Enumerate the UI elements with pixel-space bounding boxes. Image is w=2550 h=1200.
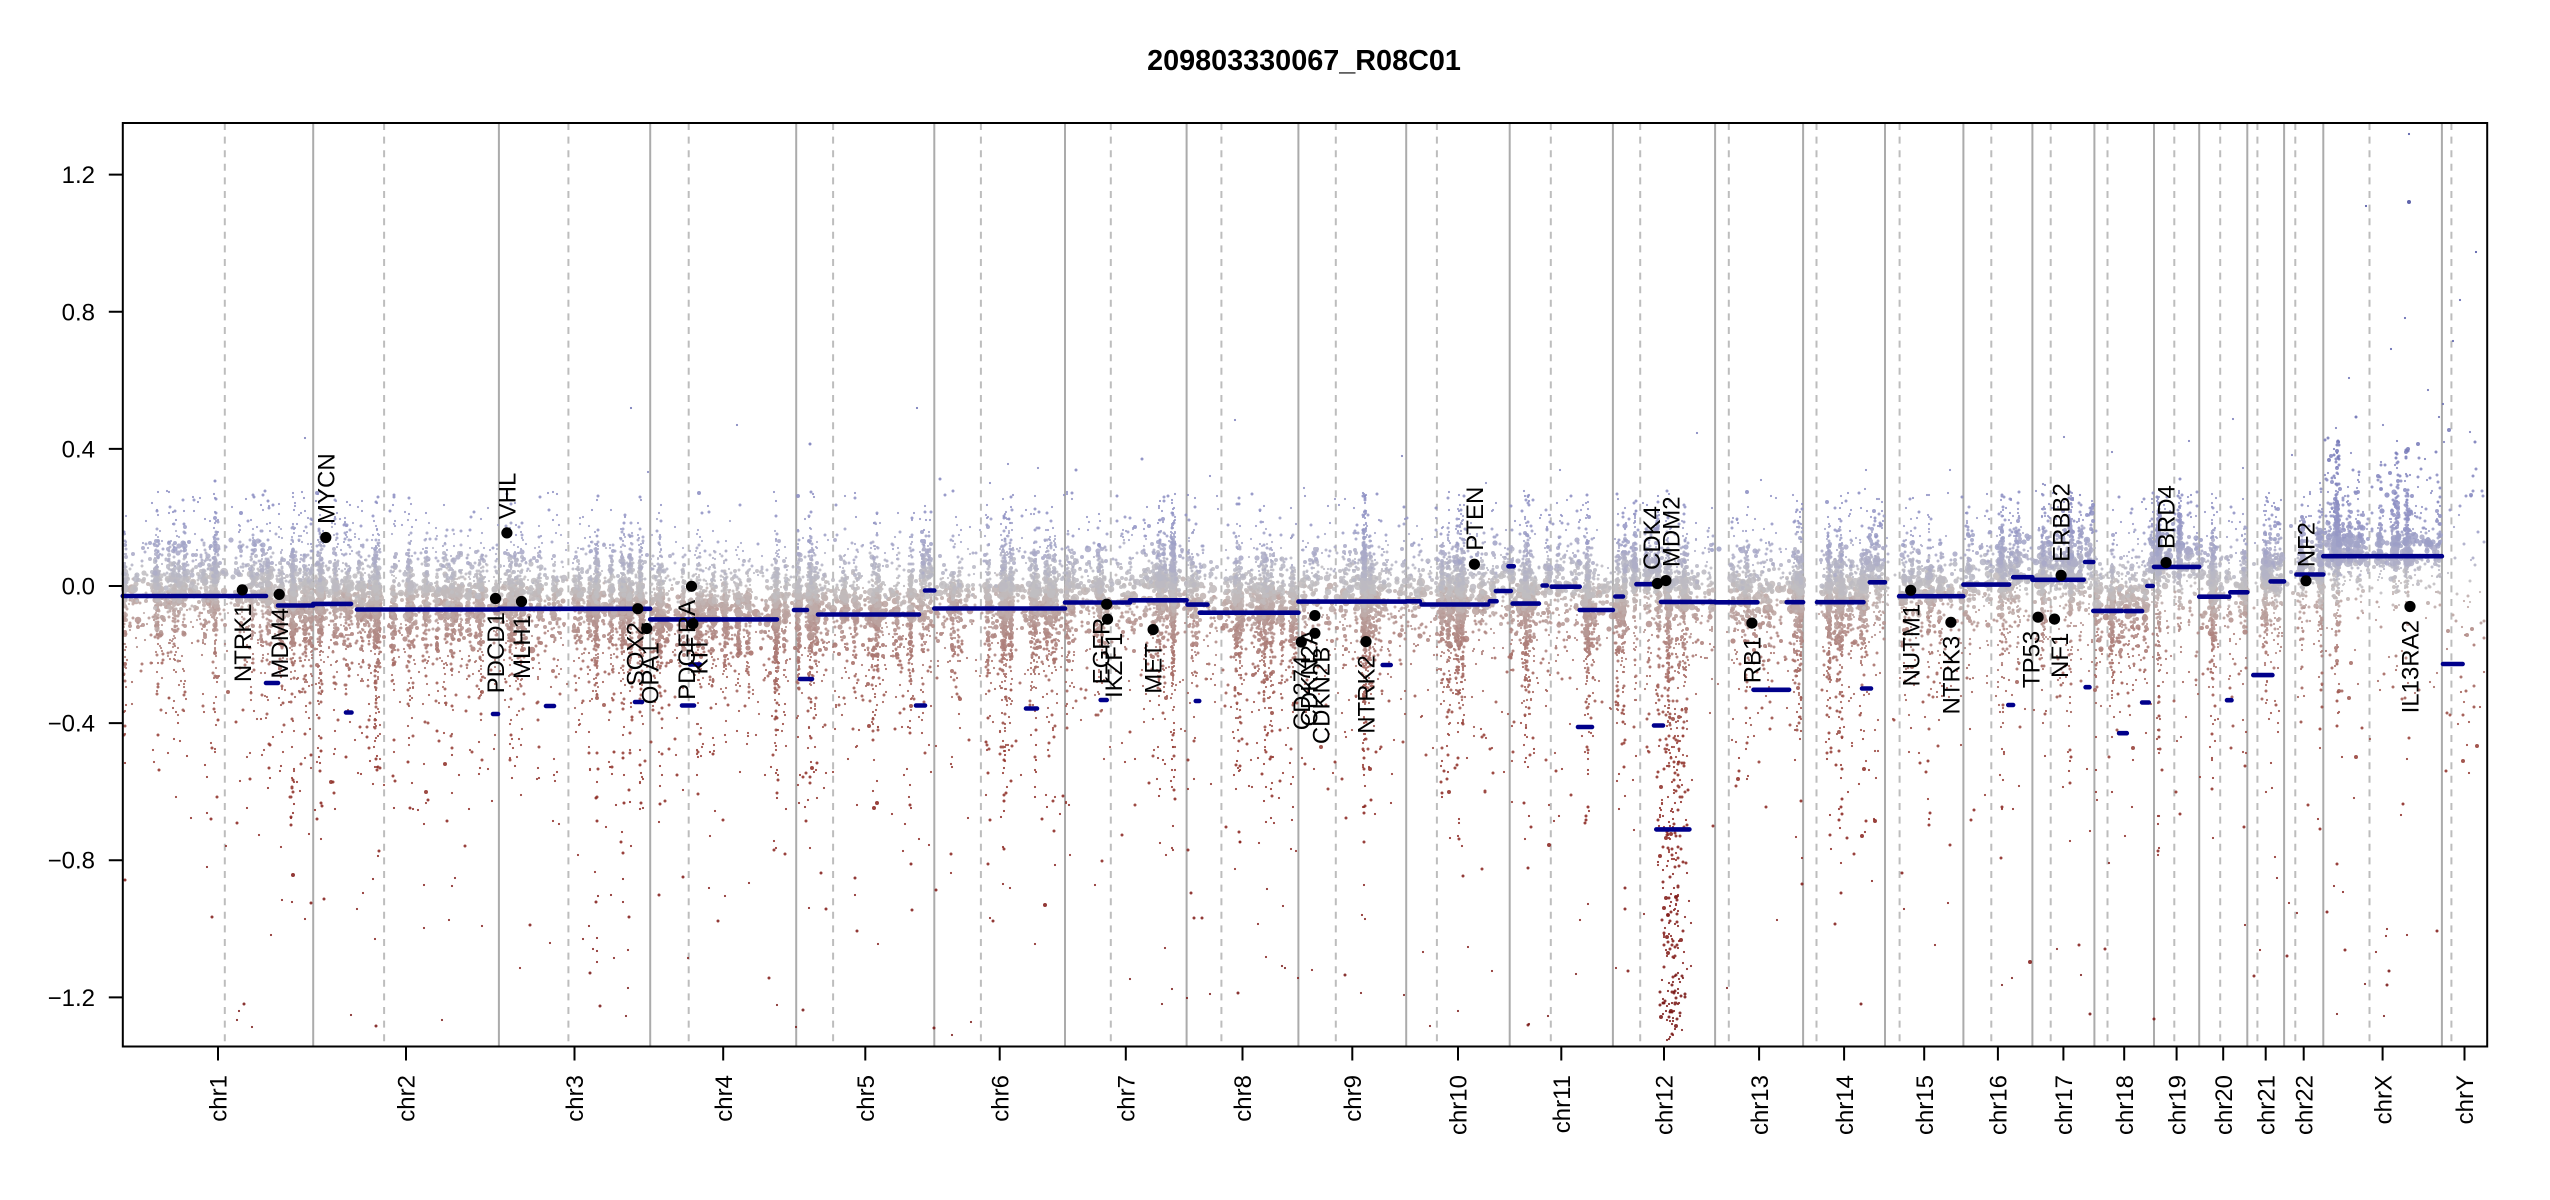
svg-text:−0.4: −0.4 [48,711,95,738]
svg-text:EGFR: EGFR [1088,618,1115,685]
svg-text:TP53: TP53 [2019,631,2046,688]
svg-text:IL13RA2: IL13RA2 [2398,620,2425,713]
svg-text:MET: MET [1141,643,1168,694]
svg-text:CDKN2B: CDKN2B [1309,647,1336,744]
svg-text:chr13: chr13 [1747,1075,1774,1135]
svg-text:NTRK2: NTRK2 [1354,655,1381,734]
svg-text:chr14: chr14 [1832,1075,1859,1135]
svg-text:ERBB2: ERBB2 [2049,483,2076,562]
svg-text:chr2: chr2 [394,1075,421,1122]
svg-text:0.8: 0.8 [62,299,95,326]
svg-text:PDGFRA: PDGFRA [674,600,701,700]
svg-text:NF2: NF2 [2294,522,2321,567]
svg-text:chr15: chr15 [1912,1075,1939,1135]
svg-text:chr4: chr4 [711,1075,738,1122]
svg-text:chr9: chr9 [1340,1075,1367,1122]
svg-text:0.4: 0.4 [62,436,95,463]
svg-text:−0.8: −0.8 [48,848,95,875]
svg-text:NUTM1: NUTM1 [1898,604,1925,687]
svg-text:chr19: chr19 [2164,1075,2191,1135]
svg-text:chr20: chr20 [2211,1075,2238,1135]
svg-text:209803330067_R08C01: 209803330067_R08C01 [1147,45,1461,77]
svg-text:chr12: chr12 [1652,1075,1679,1135]
svg-text:chr6: chr6 [987,1075,1014,1122]
svg-text:chr17: chr17 [2051,1075,2078,1135]
svg-text:MDM4: MDM4 [267,608,294,679]
svg-text:chr10: chr10 [1446,1075,1473,1135]
svg-text:CDKN2A: CDKN2A [1297,629,1324,726]
svg-text:0.0: 0.0 [62,574,95,601]
svg-text:chr8: chr8 [1230,1075,1257,1122]
svg-text:−1.2: −1.2 [48,985,95,1012]
svg-text:NTRK3: NTRK3 [1939,636,1966,715]
svg-text:chrY: chrY [2452,1075,2479,1124]
svg-text:MLH1: MLH1 [509,615,536,679]
svg-text:CDK4: CDK4 [1639,506,1666,570]
svg-text:1.2: 1.2 [62,162,95,189]
svg-text:RB1: RB1 [1740,637,1767,684]
svg-text:PDCD1: PDCD1 [483,612,510,693]
svg-text:IKZF1: IKZF1 [1101,633,1128,698]
svg-text:NF1: NF1 [2047,633,2074,678]
svg-text:chr21: chr21 [2253,1075,2280,1135]
svg-text:OPA1: OPA1 [637,642,664,704]
svg-text:CD274: CD274 [1289,656,1316,731]
svg-text:chr1: chr1 [206,1075,233,1122]
svg-text:chr3: chr3 [562,1075,589,1122]
svg-text:MYCN: MYCN [313,453,340,524]
svg-text:chr22: chr22 [2291,1075,2318,1135]
svg-text:PTEN: PTEN [1462,487,1489,551]
svg-text:NTRK1: NTRK1 [230,603,257,682]
svg-text:chr18: chr18 [2112,1075,2139,1135]
svg-text:chrX: chrX [2370,1075,2397,1124]
svg-text:SOX2: SOX2 [622,622,649,686]
svg-text:chr7: chr7 [1114,1075,1141,1122]
svg-text:MDM2: MDM2 [1659,496,1686,567]
svg-text:KIT: KIT [687,637,714,675]
svg-text:BRD4: BRD4 [2154,485,2181,549]
svg-text:chr5: chr5 [853,1075,880,1122]
svg-text:VHL: VHL [495,473,522,520]
svg-text:chr11: chr11 [1549,1075,1576,1133]
svg-text:chr16: chr16 [1986,1075,2013,1135]
